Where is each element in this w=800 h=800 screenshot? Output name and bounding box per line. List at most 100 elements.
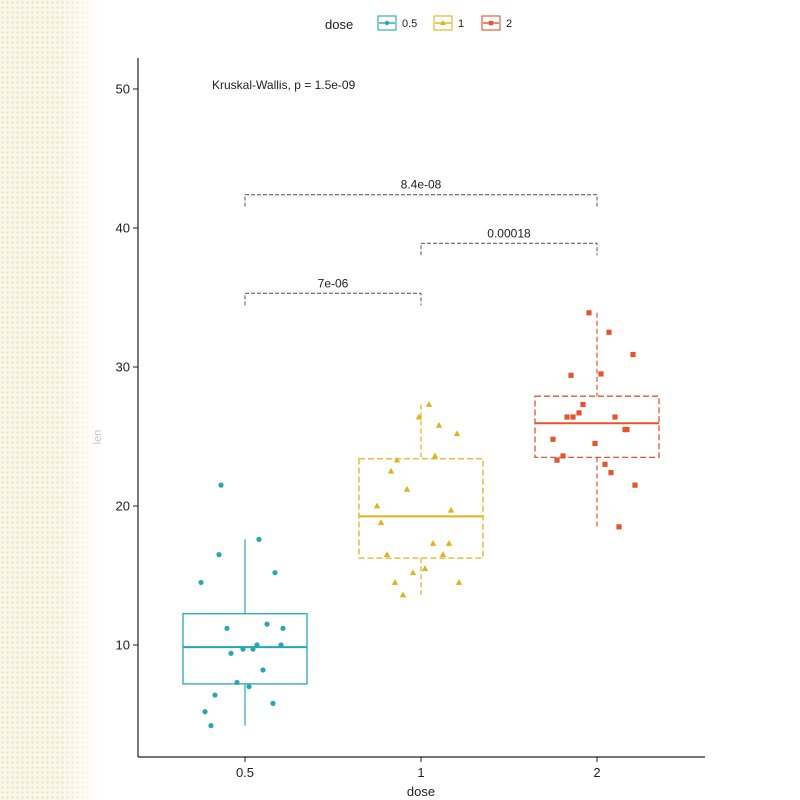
point-0.5-8 (202, 709, 208, 715)
box-1 (358, 404, 484, 595)
point-1-16 (435, 421, 443, 428)
point-2-14 (550, 436, 556, 442)
point-2-19 (602, 461, 608, 467)
legend-key-box-1 (433, 15, 453, 31)
point-2-16 (612, 414, 618, 420)
point-2-11 (570, 414, 576, 420)
y-tick-label-30: 30 (116, 360, 130, 375)
point-0.5-15 (278, 642, 284, 648)
point-0.5-6 (224, 625, 230, 631)
legend-key-marker-2 (488, 20, 494, 26)
point-2-8 (554, 457, 560, 463)
y-tick-label-20: 20 (116, 499, 130, 514)
point-2-5 (606, 329, 612, 335)
points-2 (550, 310, 638, 530)
point-2-18 (568, 372, 574, 378)
point-2-15 (630, 351, 636, 358)
axes: 10 20 30 40 50 0.5 1 2 (116, 58, 705, 780)
comparison-0: 7e-06 (244, 276, 422, 306)
box-2 (534, 312, 660, 527)
point-1-3 (445, 540, 453, 546)
point-1-10 (447, 506, 455, 513)
point-0.5-17 (228, 650, 234, 656)
point-1-2 (409, 569, 417, 576)
comparison-bracket-1 (420, 242, 598, 256)
x-tick-label-1: 1 (417, 765, 424, 780)
point-2-9 (598, 371, 604, 377)
point-0.5-19 (250, 646, 256, 652)
point-0.5-10 (272, 570, 278, 576)
legend-key-box-2 (481, 15, 501, 31)
legend-key-marker-0.5 (384, 20, 390, 26)
point-1-19 (425, 401, 433, 407)
point-0.5-12 (256, 536, 262, 542)
boxes (182, 312, 660, 726)
x-axis-title: dose (407, 784, 435, 799)
point-2-12 (608, 470, 614, 476)
point-1-12 (431, 452, 439, 459)
point-2-6 (576, 410, 582, 416)
point-0.5-16 (260, 667, 266, 673)
point-2-7 (632, 482, 638, 488)
box-0.5 (182, 539, 308, 726)
point-0.5-5 (254, 642, 260, 648)
point-1-1 (439, 551, 447, 558)
kruskal-wallis-label: Kruskal-Wallis, p = 1.5e-09 (212, 78, 356, 92)
legend-entry-0.5: 0.5 (377, 15, 417, 31)
comparison-2: 8.4e-08 (244, 178, 598, 207)
point-2-13 (592, 440, 598, 447)
box-rect-1 (358, 458, 484, 559)
point-0.5-11 (218, 482, 224, 488)
point-0.5-0 (208, 723, 214, 729)
legend-title: dose (325, 17, 353, 32)
comparison-bracket-0 (244, 292, 422, 306)
point-1-11 (393, 456, 401, 463)
y-tick-label-50: 50 (116, 82, 130, 97)
comparison-bracket-2 (244, 194, 598, 207)
point-2-17 (580, 401, 586, 408)
point-1-18 (391, 579, 399, 585)
comparisons: 7e-06 0.00018 8.4e-08 (244, 178, 598, 306)
point-0.5-9 (246, 684, 252, 690)
point-1-8 (377, 519, 385, 526)
left-strip-fade (60, 0, 100, 800)
legend: dose 0.5 1 2 (325, 15, 512, 32)
points-0.5 (198, 482, 286, 729)
point-0.5-13 (240, 646, 246, 652)
point-0.5-3 (270, 700, 276, 706)
x-tick-label-0.5: 0.5 (236, 765, 254, 780)
point-1-4 (387, 467, 395, 474)
point-1-14 (373, 502, 381, 509)
points (198, 310, 638, 729)
point-0.5-2 (234, 679, 240, 686)
legend-key-marker-1 (440, 20, 446, 25)
point-1-13 (415, 413, 423, 420)
point-0.5-4 (212, 692, 218, 698)
y-tick-label-10: 10 (116, 638, 130, 653)
legend-label-1: 1 (458, 18, 464, 30)
point-1-15 (453, 430, 461, 437)
point-1-17 (403, 485, 411, 492)
legend-label-2: 2 (506, 18, 512, 30)
x-tick-label-2: 2 (593, 765, 600, 780)
point-2-4 (564, 414, 570, 420)
comparison-label-2: 8.4e-08 (401, 178, 442, 192)
points-1 (373, 401, 463, 598)
point-0.5-1 (264, 621, 270, 627)
point-1-9 (421, 565, 429, 571)
point-1-6 (399, 591, 407, 598)
comparison-1: 0.00018 (420, 226, 598, 256)
legend-entry-1: 1 (433, 15, 464, 31)
point-0.5-7 (280, 625, 286, 631)
y-tick-label-40: 40 (116, 221, 130, 236)
point-2-2 (586, 310, 592, 316)
box-rect-2 (534, 395, 660, 459)
point-2-0 (560, 453, 566, 459)
legend-entry-2: 2 (481, 15, 512, 31)
legend-label-0.5: 0.5 (402, 18, 417, 30)
point-0.5-18 (216, 552, 222, 558)
y-axis-title: len (92, 430, 104, 445)
comparison-label-1: 0.00018 (487, 226, 531, 240)
point-1-7 (455, 579, 463, 585)
